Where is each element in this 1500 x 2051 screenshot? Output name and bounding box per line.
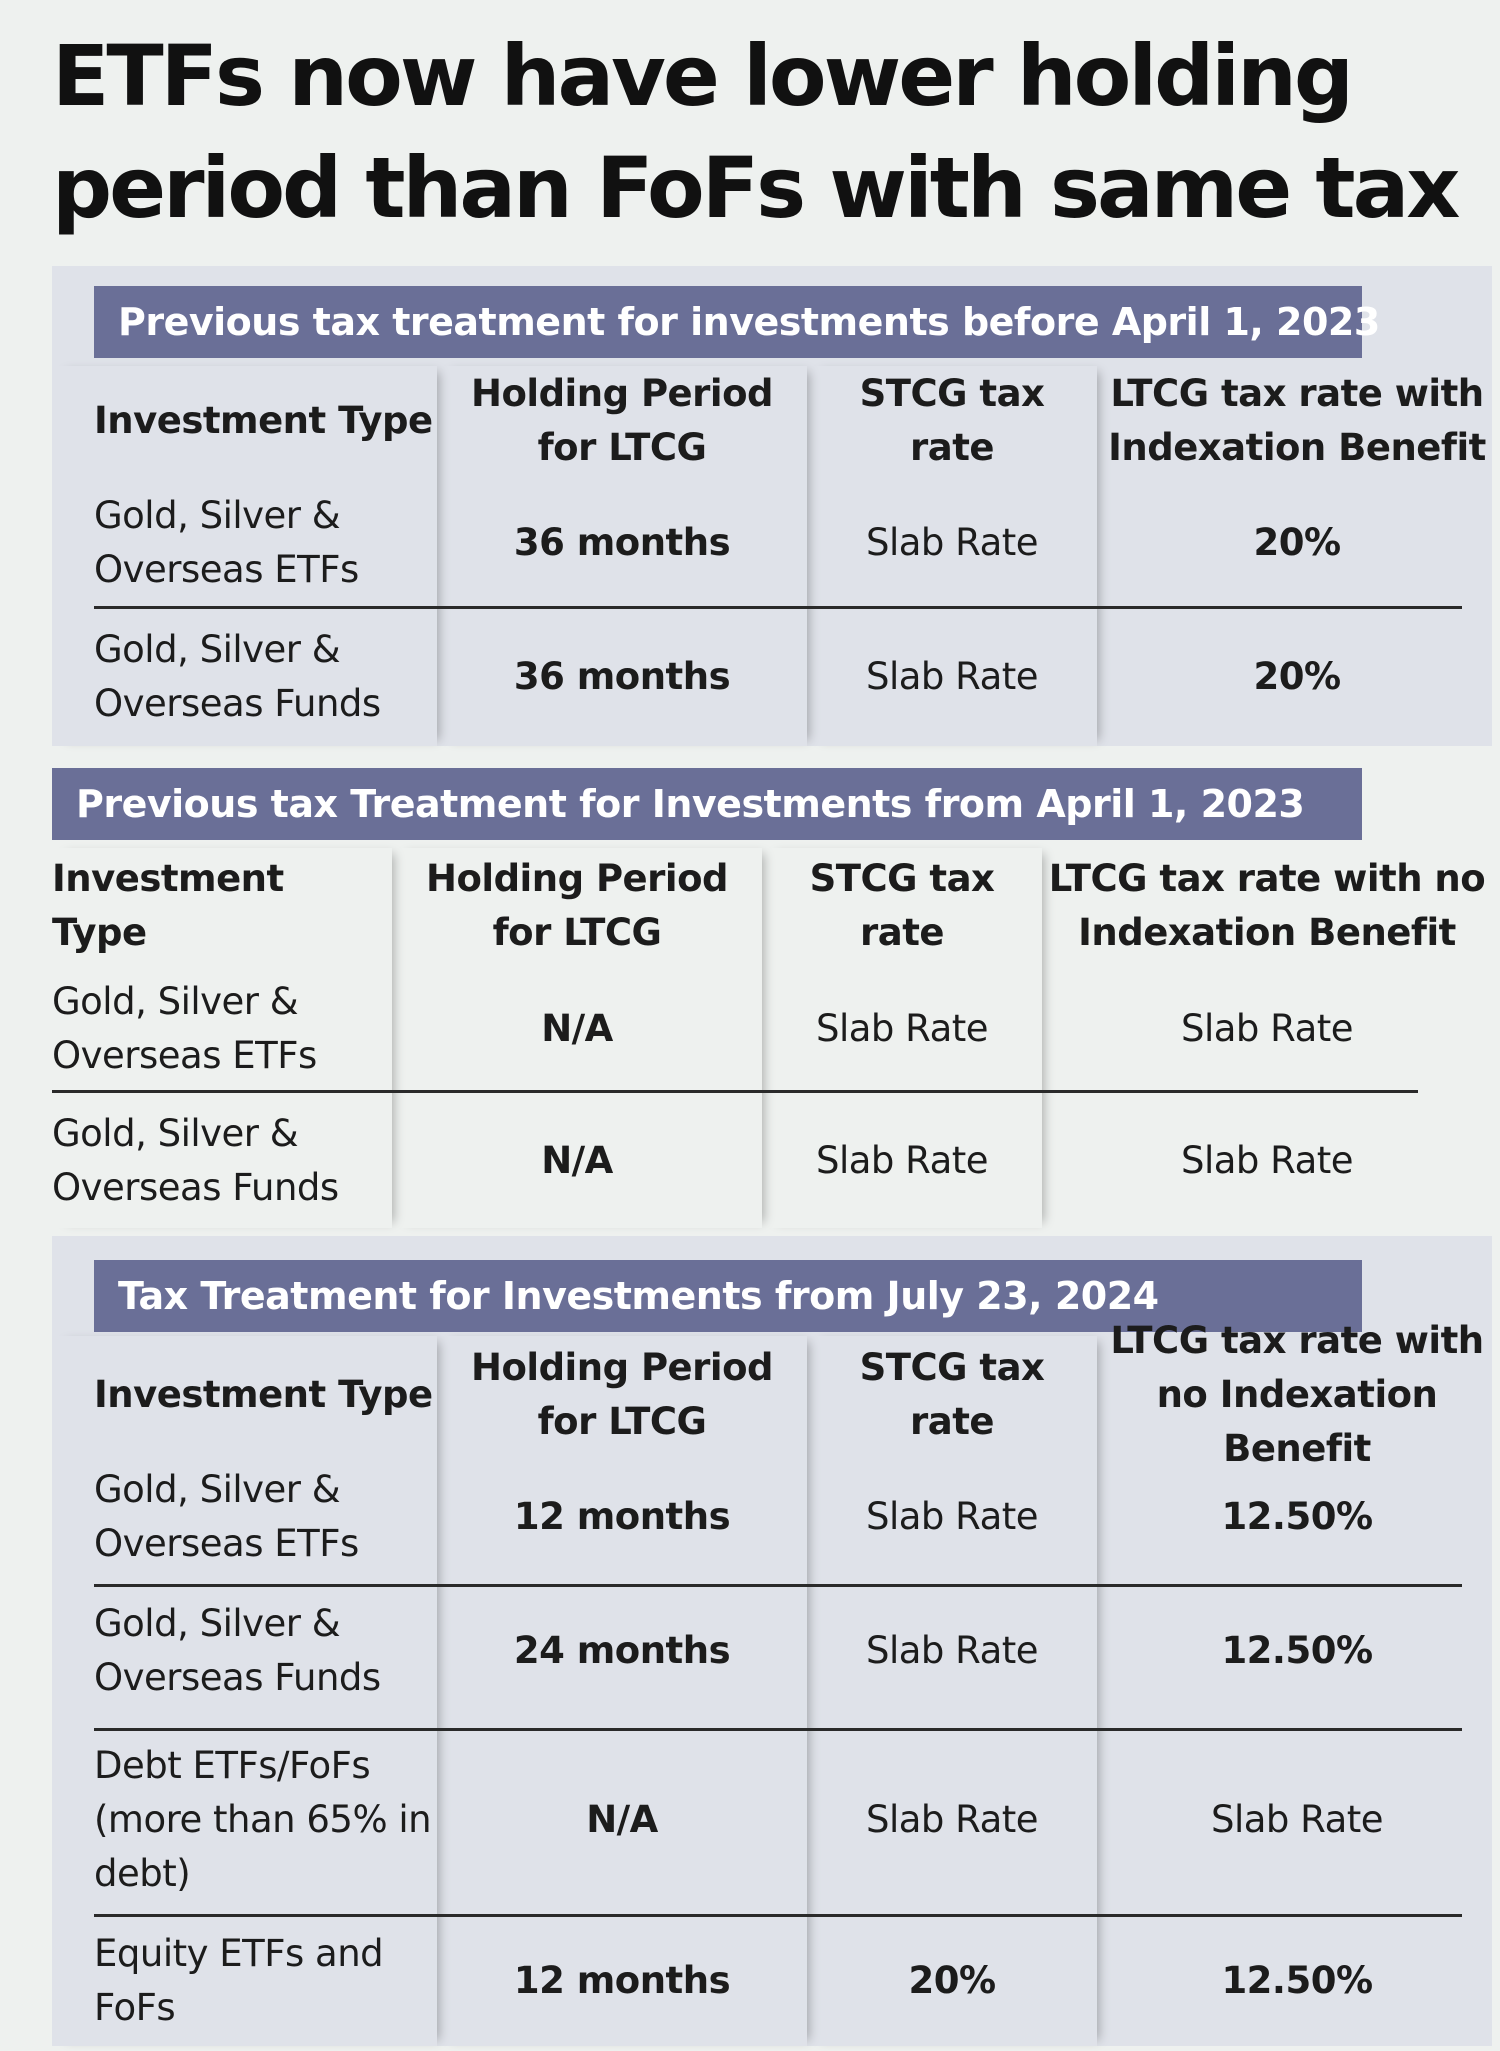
table-row-holding: 24 months xyxy=(513,1629,731,1672)
table-row-holding: 12 months xyxy=(513,1495,731,1538)
table-row-ltcg: 20% xyxy=(1253,521,1341,564)
table-row-type: Gold, Silver & Overseas ETFs xyxy=(52,980,317,1077)
table-row-ltcg: 20% xyxy=(1253,655,1341,698)
page-title: ETFs now have lower holding period than … xyxy=(52,27,1460,237)
section-before-april-2023: Previous tax treatment for investments b… xyxy=(52,266,1492,746)
table-row-ltcg: Slab Rate xyxy=(1210,1798,1384,1841)
table-row-stcg: Slab Rate xyxy=(815,1139,989,1182)
table-row-type: Gold, Silver & Overseas ETFs xyxy=(94,494,359,591)
table-row-stcg: Slab Rate xyxy=(865,521,1039,564)
column-header-stcg: STCG tax rate xyxy=(859,372,1045,469)
column-header-ltcg: LTCG tax rate with no Indexation Benefit xyxy=(1048,857,1486,954)
table-row-stcg: Slab Rate xyxy=(865,1629,1039,1672)
column-header-ltcg: LTCG tax rate with Indexation Benefit xyxy=(1108,372,1486,469)
table-row-holding: 36 months xyxy=(513,521,731,564)
table-row-ltcg: 12.50% xyxy=(1221,1629,1373,1672)
column-header-investment-type: Investment Type xyxy=(52,857,284,954)
column-header-stcg: STCG tax rate xyxy=(809,857,995,954)
column-header-stcg: STCG tax rate xyxy=(859,1346,1045,1443)
table-row-holding: N/A xyxy=(586,1798,658,1841)
table-row-holding: N/A xyxy=(541,1139,613,1182)
row-divider xyxy=(94,1584,1462,1587)
table-row-type: Debt ETFs/FoFs (more than 65% in debt) xyxy=(94,1744,432,1895)
table-row-stcg: Slab Rate xyxy=(865,655,1039,698)
column-header-holding-period: Holding Period for LTCG xyxy=(471,372,774,469)
section-header: Previous tax treatment for investments b… xyxy=(94,286,1380,358)
table-row-stcg: 20% xyxy=(908,1959,996,2002)
column-header-holding-period: Holding Period for LTCG xyxy=(471,1346,774,1443)
row-divider xyxy=(94,1728,1462,1731)
section-header: Tax Treatment for Investments from July … xyxy=(94,1260,1362,1332)
table-row-ltcg: Slab Rate xyxy=(1180,1007,1354,1050)
row-divider xyxy=(94,606,1462,609)
row-divider xyxy=(94,1914,1462,1917)
column-header-investment-type: Investment Type xyxy=(94,399,433,442)
table-row-holding: N/A xyxy=(541,1007,613,1050)
section-from-july-2024: Tax Treatment for Investments from July … xyxy=(52,1236,1492,2046)
column-header-investment-type: Investment Type xyxy=(94,1373,433,1416)
table-row-holding: 36 months xyxy=(513,655,731,698)
table-row-ltcg: Slab Rate xyxy=(1180,1139,1354,1182)
table-row-ltcg: 12.50% xyxy=(1221,1959,1373,2002)
table-row-ltcg: 12.50% xyxy=(1221,1495,1373,1538)
table-row-type: Equity ETFs and FoFs xyxy=(94,1932,384,2029)
table-row-type: Gold, Silver & Overseas Funds xyxy=(94,628,381,725)
section-from-april-2023: Previous tax Treatment for Investments f… xyxy=(52,768,1492,1228)
section-header: Previous tax Treatment for Investments f… xyxy=(52,768,1362,840)
table-row-stcg: Slab Rate xyxy=(815,1007,989,1050)
table-row-type: Gold, Silver & Overseas Funds xyxy=(52,1112,339,1209)
column-header-holding-period: Holding Period for LTCG xyxy=(426,857,729,954)
column-header-ltcg: LTCG tax rate with no Indexation Benefit xyxy=(1110,1319,1484,1470)
table-row-stcg: Slab Rate xyxy=(865,1495,1039,1538)
table-row-type: Gold, Silver & Overseas Funds xyxy=(94,1602,381,1699)
table-row-holding: 12 months xyxy=(513,1959,731,2002)
table-row-type: Gold, Silver & Overseas ETFs xyxy=(94,1468,359,1565)
row-divider xyxy=(52,1090,1418,1093)
table-row-stcg: Slab Rate xyxy=(865,1798,1039,1841)
